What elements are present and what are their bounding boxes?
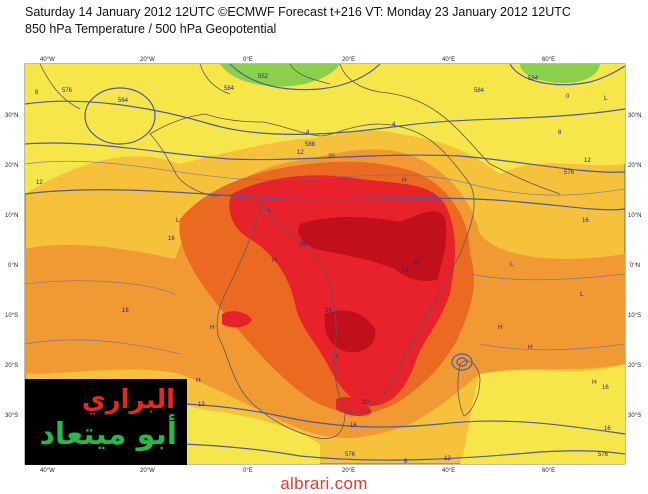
lon-label: 60°E [542, 57, 555, 63]
isotherm-label: 16 [582, 218, 589, 224]
chart-title: Saturday 14 January 2012 12UTC ©ECMWF Fo… [25, 5, 571, 19]
logo-line-2: أبو ميتعاد [39, 417, 177, 452]
temp-patch-green-north [220, 64, 340, 87]
lat-label: 30°N [628, 113, 641, 119]
lon-label: 0°E [243, 468, 253, 474]
high-marker: H [402, 177, 407, 184]
lon-label: 40°W [40, 57, 55, 63]
isotherm-label: 8 [558, 130, 562, 136]
geopotential-label: 584 [224, 86, 235, 92]
lon-label: 20°E [342, 57, 355, 63]
longitude-axis-top: 40°W 20°W 0°E 20°E 40°E 60°E [40, 57, 555, 63]
isotherm-label: 20 [328, 154, 335, 160]
isotherm-label: 16 [122, 308, 129, 314]
chart-subtitle: 850 hPa Temperature / 500 hPa Geopotenti… [25, 22, 277, 36]
geopotential-label: 576 [345, 452, 356, 458]
latitude-axis-left: 30°N 20°N 10°N 0°N 10°S 20°S 30°S [5, 113, 18, 419]
coastlines [39, 64, 561, 439]
low-marker: L [604, 95, 608, 102]
isotherm-label: 16 [168, 236, 175, 242]
lat-label: 0°N [8, 263, 18, 269]
isotherm-label: 12 [444, 456, 451, 462]
weather-map: 8 12 16 20 24 16 12 8 4 0 4 12 16 20 24 … [5, 57, 641, 474]
isotherm-label: 8 [35, 90, 39, 96]
high-marker: H [528, 344, 533, 351]
longitude-axis-bottom: 40°W 20°W 0°E 20°E 40°E 60°E [40, 468, 555, 474]
lat-label: 20°N [628, 163, 641, 169]
isotherm-label: 0 [566, 94, 570, 100]
high-marker: H [196, 377, 201, 384]
lon-label: 20°W [140, 468, 155, 474]
geopotential-label: 584 [528, 76, 539, 82]
lat-label: 30°N [5, 113, 18, 119]
geopotential-label: 584 [474, 88, 485, 94]
isotherm-label: 8 [404, 459, 408, 465]
isotherm-label: 16 [602, 385, 609, 391]
lon-label: 0°E [243, 57, 253, 63]
lat-label: 10°S [5, 313, 18, 319]
lon-label: 60°E [542, 468, 555, 474]
geopotential-label: 564 [118, 98, 129, 104]
low-marker: L [510, 261, 514, 268]
lon-label: 20°W [140, 57, 155, 63]
low-marker: L [268, 207, 272, 214]
temp-core-dark-red-south [324, 310, 376, 353]
temp-island-red-west [222, 311, 252, 328]
watermark-logo: البراري أبو ميتعاد [25, 379, 187, 465]
isotherm-label: 12 [198, 402, 205, 408]
geopotential-label: 552 [258, 74, 269, 80]
lat-label: 20°S [628, 363, 641, 369]
lon-label: 40°W [40, 468, 55, 474]
lat-label: 30°S [5, 413, 18, 419]
isotherm-label: 20 [300, 242, 307, 248]
lat-label: 0°N [630, 263, 640, 269]
isotherm-contours [25, 160, 625, 355]
high-marker: H [272, 257, 277, 264]
temp-band-yellow [25, 64, 625, 194]
low-marker: L [580, 291, 584, 298]
isotherm-label: 4 [392, 122, 396, 128]
contour-label-group: 8 12 16 20 24 16 12 8 4 0 4 12 16 20 24 … [35, 74, 611, 465]
geopotential-label: 576 [62, 88, 73, 94]
high-marker: H [210, 324, 215, 331]
isotherm-label: 16 [350, 423, 357, 429]
temp-core-dark-red-north [298, 211, 447, 281]
isotherm-label: 12 [36, 180, 43, 186]
high-marker: H [414, 259, 419, 266]
logo-line-1: البراري [81, 385, 175, 415]
geopotential-label: 588 [305, 142, 316, 148]
lat-label: 20°N [5, 163, 18, 169]
isotherm-label: 12 [584, 158, 591, 164]
lat-label: 10°N [628, 213, 641, 219]
lon-label: 40°E [442, 57, 455, 63]
lat-label: 10°N [5, 213, 18, 219]
lon-label: 20°E [342, 468, 355, 474]
lat-label: 30°S [628, 413, 641, 419]
lat-label: 20°S [5, 363, 18, 369]
low-marker: L [336, 353, 340, 360]
isotherm-label: 24 [325, 308, 332, 314]
high-marker: H [592, 379, 597, 386]
isotherm-label: 24 [402, 268, 409, 274]
latitude-axis-right: 30°N 20°N 10°N 0°N 10°S 20°S 30°S [628, 113, 641, 419]
isotherm-label: 12 [297, 150, 304, 156]
isotherm-label: 4 [306, 130, 310, 136]
high-marker: H [498, 324, 503, 331]
pressure-markers: L H H H L L L H H H L H L H [176, 95, 608, 386]
geopotential-label: 576 [598, 452, 609, 458]
low-marker: L [176, 217, 180, 224]
isotherm-label: 20 [362, 400, 369, 406]
lon-label: 40°E [442, 468, 455, 474]
website-link[interactable]: albrari.com [280, 474, 368, 493]
isotherm-label: 16 [604, 426, 611, 432]
geopotential-label: 576 [564, 170, 575, 176]
lat-label: 10°S [628, 313, 641, 319]
temp-patch-green-ne [520, 64, 600, 84]
temp-patch-yellow-se [460, 364, 625, 464]
